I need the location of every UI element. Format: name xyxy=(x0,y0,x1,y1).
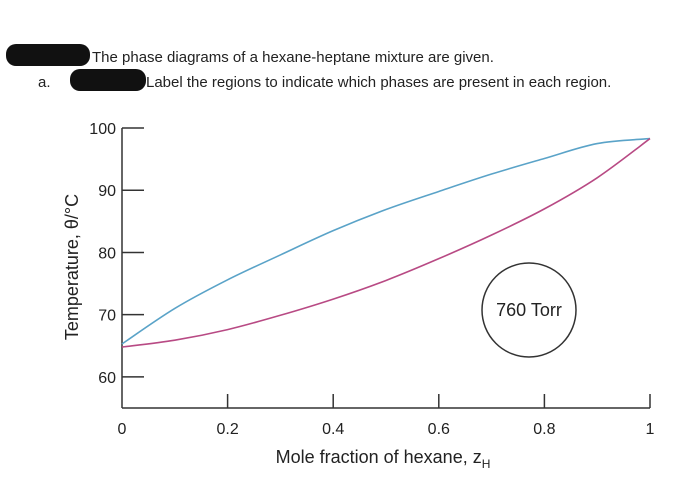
x-tick-label: 0.4 xyxy=(322,421,344,438)
annotation-circle xyxy=(481,262,577,358)
annotation: 760 Torr xyxy=(481,262,577,358)
x-tick-label: 0 xyxy=(118,421,127,438)
vapor-curve-line xyxy=(121,137,651,345)
x-axis-title-subscript: H xyxy=(482,457,491,471)
question-line-1: The phase diagrams of a hexane-heptane m… xyxy=(92,49,494,66)
redaction-bar xyxy=(6,44,90,66)
x-tick-label: 0.2 xyxy=(216,421,238,438)
annotation-text: 760 Torr xyxy=(496,300,562,320)
x-tick-label: 0.6 xyxy=(428,421,450,438)
question-line-2: Label the regions to indicate which phas… xyxy=(146,74,612,91)
y-axis-title: Temperature, θ/°C xyxy=(62,194,82,340)
y-tick-label: 100 xyxy=(89,121,116,138)
redaction-bar xyxy=(70,69,146,91)
y-tick-label: 60 xyxy=(98,370,116,387)
x-axis-title: Mole fraction of hexane, zH xyxy=(276,447,491,471)
axes: 60 70 80 90 100 0 0.2 0.4 0.6 0.8 1 xyxy=(89,121,654,438)
y-tick-label: 80 xyxy=(98,245,116,262)
liquid-curve-line xyxy=(121,137,651,348)
x-tick-label: 0.8 xyxy=(533,421,555,438)
y-tick-label: 90 xyxy=(98,183,116,200)
part-label: a. xyxy=(38,74,51,91)
x-tick-label: 1 xyxy=(646,421,655,438)
curves xyxy=(121,137,651,348)
y-tick-label: 70 xyxy=(98,308,116,325)
